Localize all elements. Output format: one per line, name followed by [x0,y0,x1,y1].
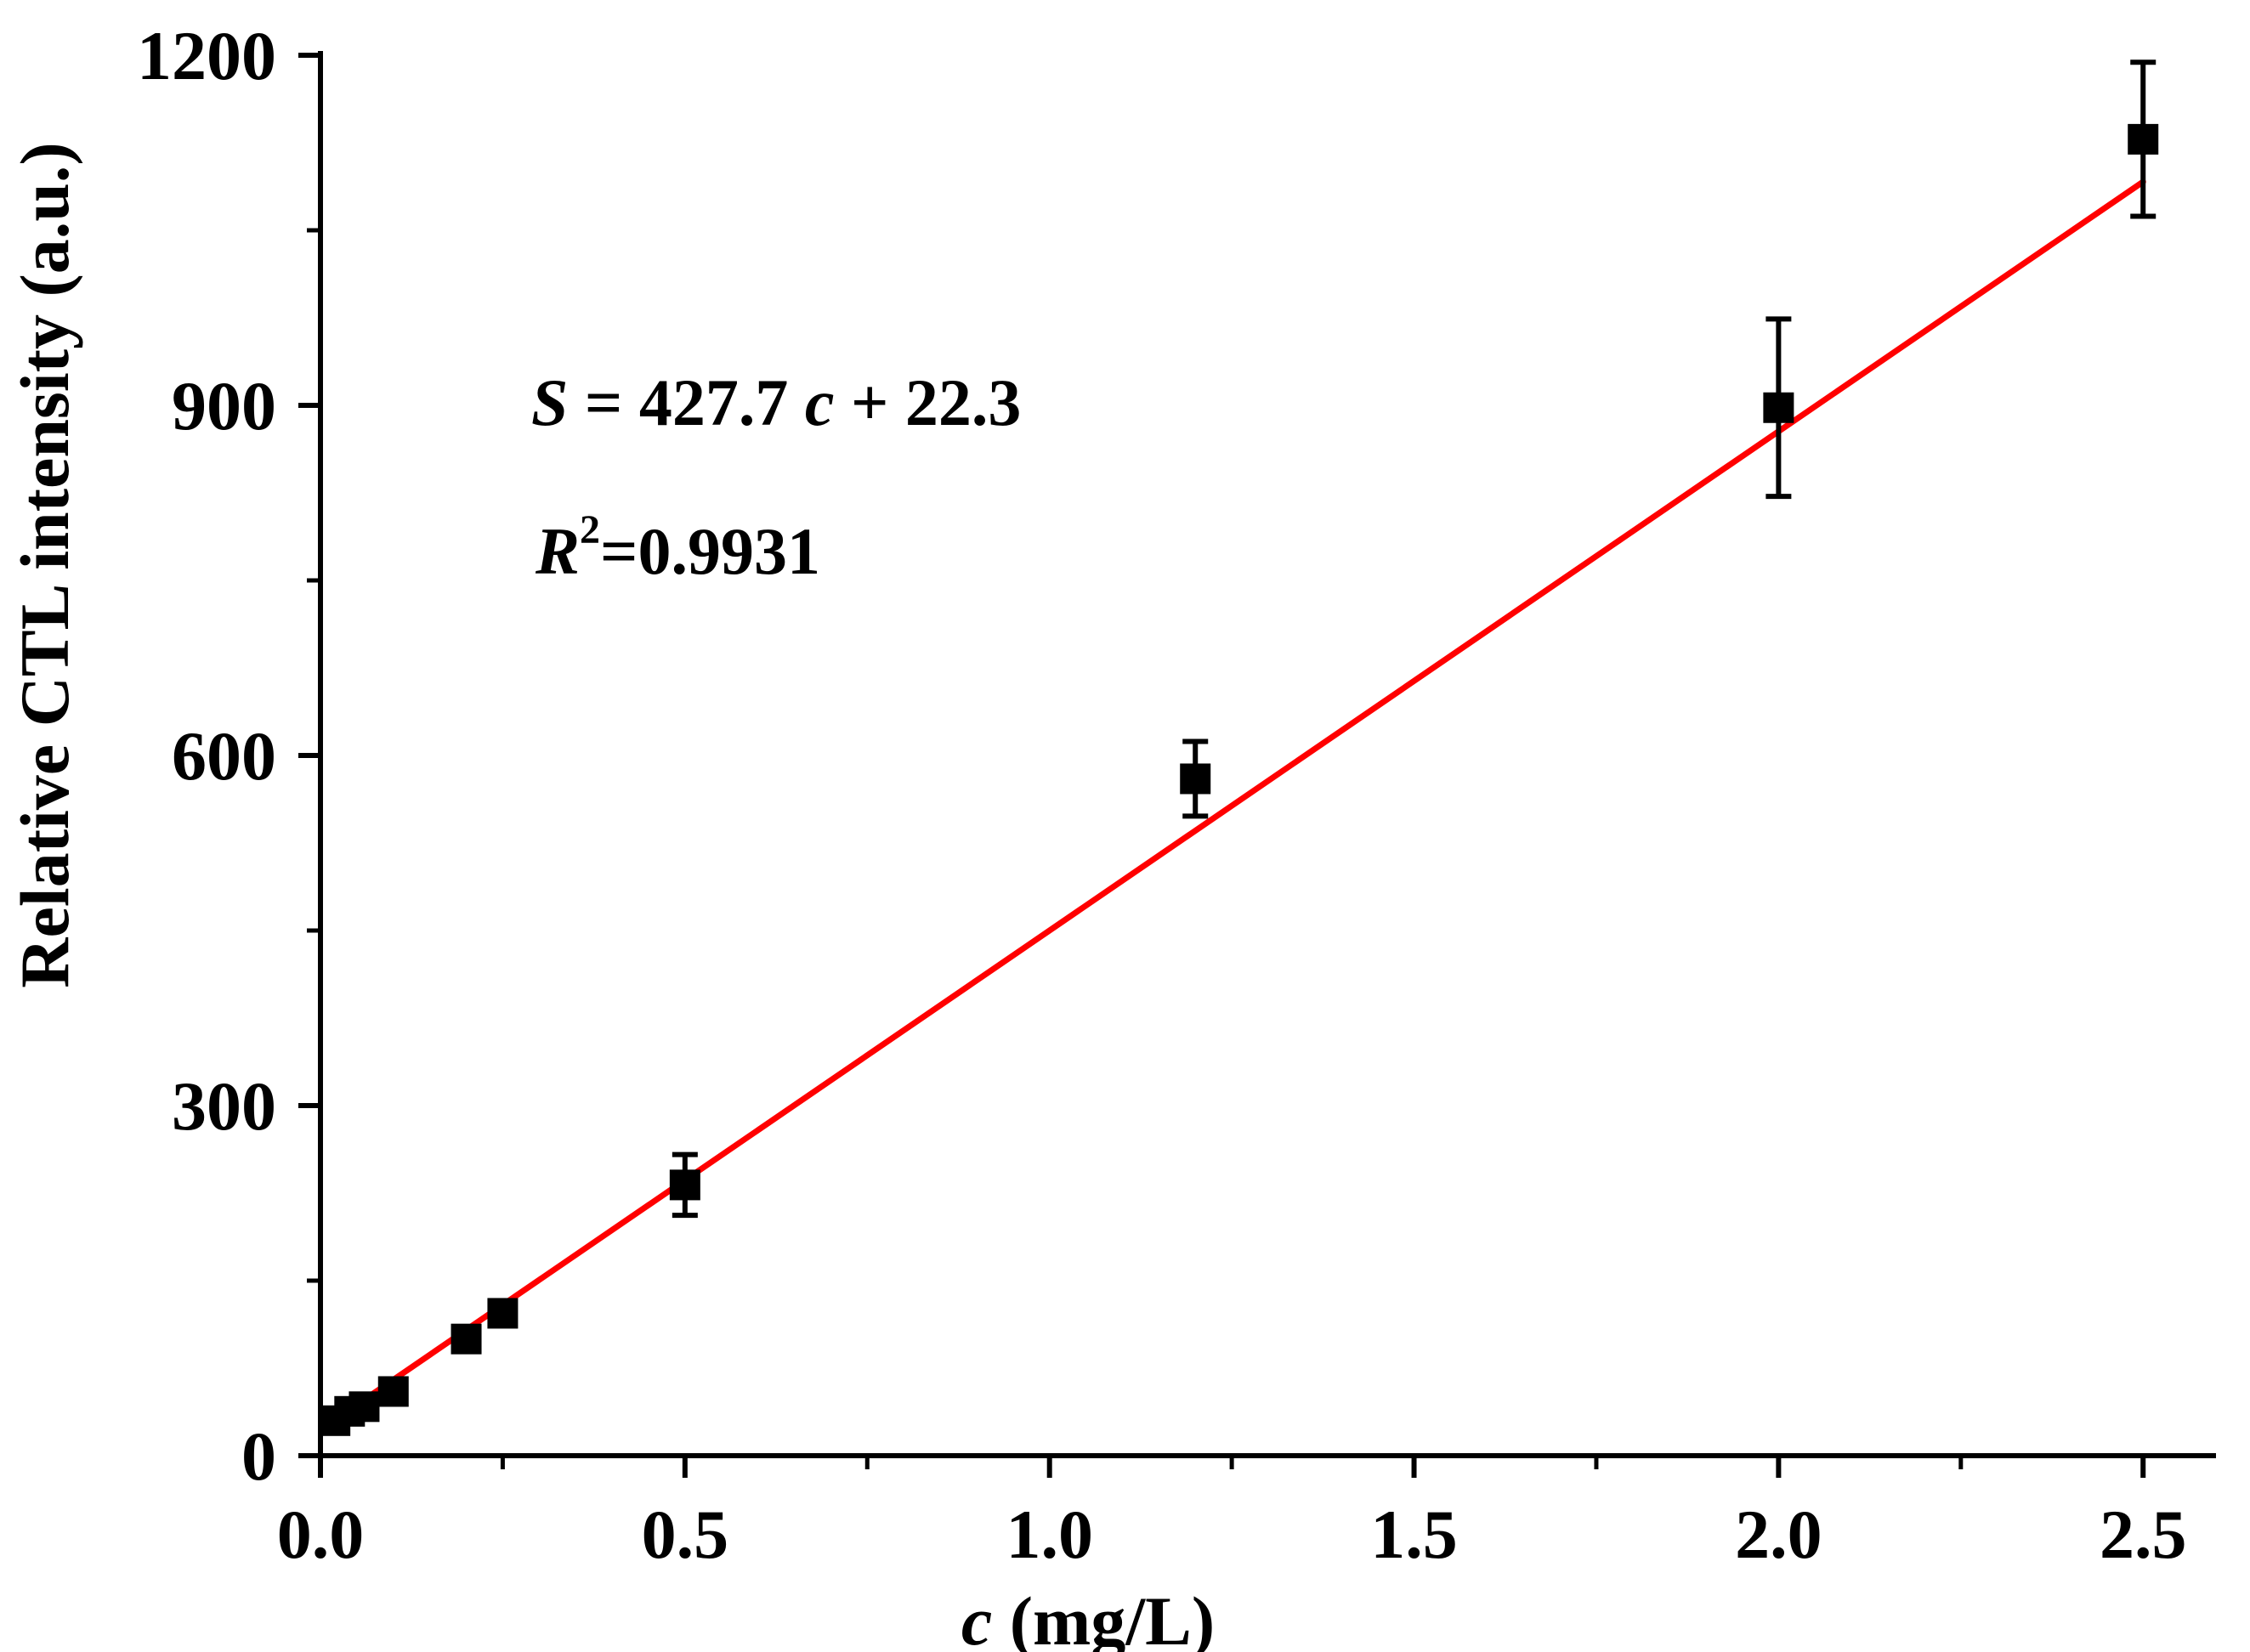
eq-rest2: + 22.3 [834,365,1021,439]
fit-line [332,178,2146,1423]
data-point [349,1391,380,1423]
fit-layer [332,178,2146,1423]
x-tick-label: 2.0 [1735,1496,1822,1573]
fit-equation: S = 427.7 c + 22.3 [531,365,1021,439]
y-tick-label: 300 [172,1067,276,1145]
point-marker [451,1323,482,1355]
data-point [451,1323,482,1355]
point-marker [669,1169,700,1201]
r-squared: R2=0.9931 [535,507,820,588]
x-axis-var: c [961,1582,992,1652]
data-point [377,1376,409,1407]
x-tick-label: 0.5 [642,1496,729,1573]
eq-rest1: = 427.7 [568,365,804,439]
data-point [2128,59,2159,219]
y-tick-label: 1200 [137,17,276,94]
x-tick-label: 0.0 [277,1496,365,1573]
point-marker [377,1376,409,1407]
data-point [1180,738,1211,819]
y-tick-label: 900 [172,367,276,444]
r2-rest: =0.9931 [600,514,820,588]
point-marker [349,1391,380,1423]
data-point [1763,316,1794,500]
x-tick-label: 1.0 [1006,1496,1093,1573]
x-tick-label: 2.5 [2100,1496,2187,1573]
y-tick-label: 600 [172,717,276,795]
y-tick-label: 0 [241,1417,276,1495]
x-axis-unit: (mg/L) [992,1582,1215,1652]
x-tick-label: 1.5 [1370,1496,1458,1573]
point-marker [1180,763,1211,795]
point-marker [1763,392,1794,423]
points-layer [320,59,2159,1436]
eq-c: c [805,365,835,439]
x-axis-title: c (mg/L) [961,1582,1215,1652]
data-point [669,1151,700,1219]
axes [318,51,2216,1458]
data-point [487,1298,519,1329]
point-marker [487,1298,519,1329]
point-marker [2128,123,2159,155]
y-axis-title: Relative CTL intensity (a.u.) [6,142,83,987]
ticks: 0.0 0.5 1.0 1.5 2.0 2.5 0 300 600 900 1200 [137,17,2186,1573]
r2-sup: 2 [580,507,600,552]
r2-r: R [535,514,580,588]
eq-s: S [531,365,568,439]
